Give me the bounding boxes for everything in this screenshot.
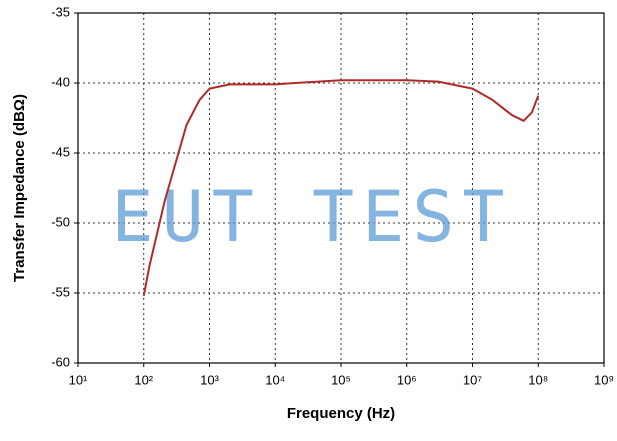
x-tick-label: 10⁷ (463, 372, 482, 387)
x-tick-label: 10⁸ (528, 372, 548, 387)
watermark: EUT TEST (111, 176, 512, 258)
y-tick-label: -45 (51, 144, 70, 159)
plot-frame (77, 12, 605, 364)
y-tick-label: -40 (51, 74, 70, 89)
x-axis-label: Frequency (Hz) (287, 405, 395, 422)
x-tick-label: 10⁶ (397, 372, 417, 387)
x-tick-label: 10² (134, 372, 153, 387)
x-tick-label: 10¹ (69, 372, 88, 387)
x-tick-label: 10⁵ (331, 372, 351, 387)
y-tick-label: -50 (51, 214, 70, 229)
x-tick-label: 10⁴ (265, 372, 285, 387)
y-tick-label: -60 (51, 354, 70, 369)
line (142, 79, 540, 296)
y-axis-label: Transfer Impedance (dBΩ) (11, 94, 28, 282)
y-tick-label: -35 (51, 4, 70, 19)
y-tick-label: -55 (51, 284, 70, 299)
x-tick-label: 10³ (200, 372, 219, 387)
x-tick-label: 10⁹ (594, 372, 614, 387)
